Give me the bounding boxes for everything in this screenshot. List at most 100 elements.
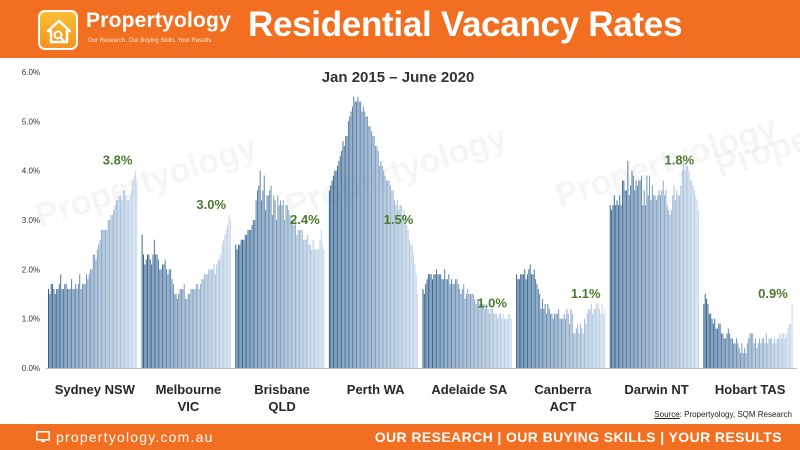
- bar: [164, 259, 166, 368]
- bar: [256, 190, 258, 368]
- bar: [152, 254, 154, 368]
- bar: [361, 111, 363, 368]
- bar: [649, 175, 651, 368]
- chart-title: Jan 2015 – June 2020: [322, 69, 475, 86]
- bar: [377, 150, 379, 368]
- bar: [456, 279, 458, 368]
- bar: [661, 190, 663, 368]
- y-tick-label: 6.0%: [22, 68, 40, 77]
- bar: [224, 234, 226, 368]
- bar: [68, 289, 70, 368]
- bar: [356, 101, 358, 368]
- bar: [664, 195, 666, 368]
- bar: [366, 116, 368, 369]
- bar: [472, 294, 474, 368]
- latest-value-label: 0.9%: [758, 286, 788, 301]
- bar: [141, 234, 143, 368]
- bar: [176, 298, 178, 368]
- bar: [223, 239, 225, 368]
- bar: [451, 279, 452, 368]
- bar: [144, 264, 146, 368]
- bar: [72, 289, 74, 368]
- bar: [113, 210, 115, 368]
- bar: [385, 180, 387, 368]
- bar: [463, 284, 465, 368]
- bar: [616, 200, 618, 368]
- bar: [669, 215, 671, 368]
- bar: [471, 294, 473, 368]
- bar: [484, 308, 486, 368]
- bar: [745, 353, 747, 368]
- bar: [75, 284, 77, 368]
- bar: [124, 190, 126, 368]
- bar: [719, 323, 721, 368]
- bar: [658, 190, 660, 368]
- bar: [517, 279, 519, 368]
- bar: [498, 313, 500, 368]
- bar: [782, 333, 784, 368]
- bar: [461, 289, 463, 368]
- bar: [525, 279, 527, 368]
- bar: [655, 200, 657, 368]
- bar: [482, 303, 484, 368]
- bar: [228, 215, 230, 368]
- bar: [638, 180, 640, 368]
- bar: [554, 313, 556, 368]
- bar: [107, 220, 109, 368]
- bar: [319, 239, 321, 368]
- bar: [772, 343, 774, 368]
- bar: [673, 185, 675, 368]
- bar: [708, 313, 710, 368]
- bar: [341, 150, 343, 368]
- category-label: Brisbane QLD: [254, 382, 310, 414]
- bar: [266, 195, 268, 368]
- bar: [544, 303, 546, 368]
- bar: [526, 274, 528, 368]
- bar: [305, 239, 307, 368]
- bar: [725, 338, 727, 368]
- bar: [220, 254, 222, 368]
- bar: [483, 303, 485, 368]
- bar: [577, 323, 579, 368]
- bar: [733, 343, 735, 368]
- bar: [384, 175, 386, 368]
- bar: [281, 205, 283, 368]
- bar: [746, 343, 748, 368]
- bar: [156, 254, 158, 368]
- bar: [668, 210, 670, 368]
- bar: [521, 274, 523, 368]
- bar: [742, 353, 744, 368]
- bar: [122, 190, 124, 368]
- bar: [493, 313, 495, 368]
- bar: [670, 210, 672, 368]
- bar: [311, 249, 313, 368]
- bar: [703, 303, 705, 368]
- bar: [267, 195, 269, 368]
- bar: [698, 210, 699, 368]
- bar: [362, 106, 364, 368]
- bar: [347, 121, 349, 368]
- bar: [235, 244, 237, 368]
- bar: [335, 170, 337, 368]
- bar: [531, 274, 533, 368]
- bar: [613, 195, 615, 368]
- bar: [175, 294, 177, 368]
- bar: [212, 269, 214, 368]
- bar: [103, 229, 105, 368]
- bar: [244, 234, 246, 368]
- bar: [735, 338, 737, 368]
- bar: [167, 274, 169, 368]
- bar: [754, 338, 756, 368]
- bar: [396, 200, 398, 368]
- bar: [316, 249, 318, 368]
- bar: [448, 274, 450, 368]
- bar: [737, 343, 739, 368]
- bar: [640, 175, 642, 368]
- bar: [195, 284, 197, 368]
- footer-website[interactable]: propertyology.com.au: [56, 429, 214, 445]
- bar: [430, 274, 432, 368]
- bar: [133, 175, 135, 368]
- bar: [53, 289, 55, 368]
- bar: [769, 338, 771, 368]
- bar: [626, 190, 628, 368]
